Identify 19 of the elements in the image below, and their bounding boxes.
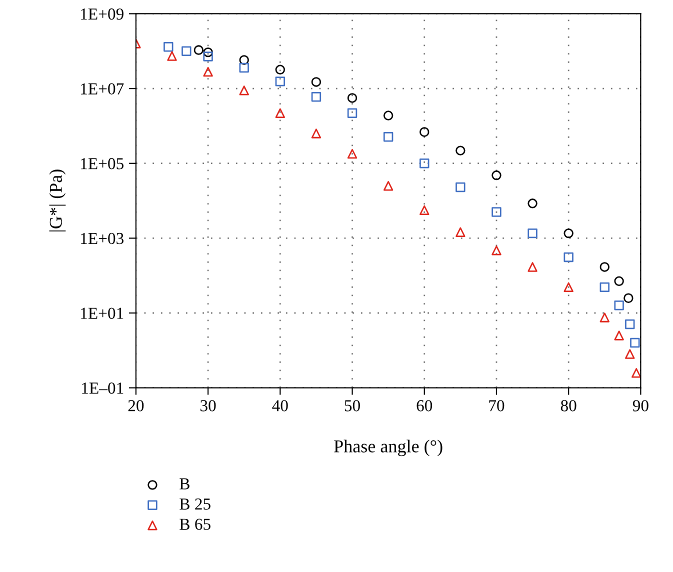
y-axis-title: |G*| (Pa)	[49, 170, 66, 232]
legend-label: B 65	[180, 518, 210, 530]
x-tick-label: 30	[200, 400, 216, 412]
x-tick-label: 90	[632, 400, 648, 412]
x-tick-label: 80	[560, 400, 576, 412]
y-tick-label: 1E–01	[82, 382, 124, 394]
x-tick-label: 60	[416, 400, 432, 412]
y-tick-label: 1E+05	[81, 158, 124, 170]
x-tick-label: 40	[272, 400, 288, 412]
y-tick-label: 1E+09	[81, 8, 124, 20]
legend-label: B	[180, 478, 190, 490]
y-tick-label: 1E+03	[81, 232, 124, 244]
y-tick-label: 1E+07	[81, 83, 124, 94]
y-tick-label: 1E+01	[81, 308, 124, 319]
x-tick-label: 70	[489, 400, 504, 412]
x-tick-label: 50	[344, 400, 360, 412]
x-axis-title: Phase angle (°)	[334, 440, 442, 456]
legend-label: B 25	[180, 498, 210, 510]
x-tick-label: 20	[128, 400, 144, 412]
